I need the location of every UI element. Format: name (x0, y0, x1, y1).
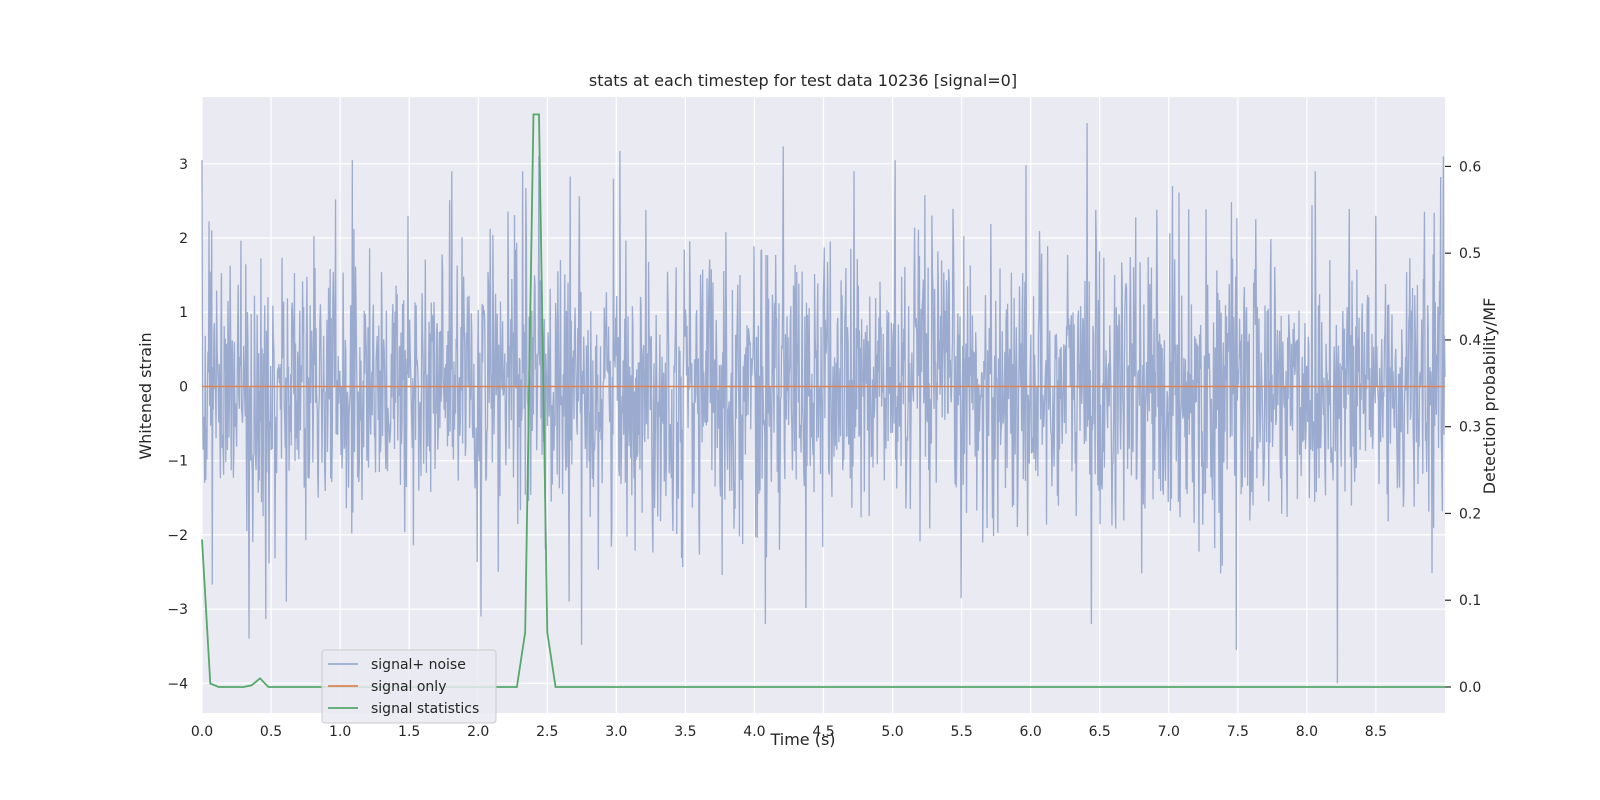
x-tick-label: 0.0 (191, 724, 213, 740)
x-tick-label: 5.0 (881, 724, 903, 740)
y-tick-label: −4 (167, 676, 188, 692)
x-tick-label: 4.0 (743, 724, 765, 740)
y2-tick-label: 0.3 (1459, 420, 1481, 436)
x-axis-label: Time (s) (769, 730, 835, 749)
legend-box (321, 649, 497, 724)
series-signal-noise (201, 122, 1446, 684)
y2-axis-ticks: 0.6 0.5 0.4 0.3 0.2 0.1 0.0 (1445, 159, 1481, 696)
y-axis-ticks: 3 2 1 0 −1 −2 −3 −4 (167, 157, 188, 693)
y-axis-label: Whitened strain (136, 332, 155, 459)
y2-tick-label: 0.5 (1459, 246, 1481, 262)
x-tick-label: 0.5 (260, 724, 282, 740)
x-tick-label: 8.5 (1365, 724, 1387, 740)
x-axis-ticks: 0.0 0.5 1.0 1.5 2.0 2.5 3.0 3.5 4.0 4.5 5.0 5.5 6.0 6… (191, 724, 1387, 740)
x-tick-label: 1.0 (329, 724, 351, 740)
y-tick-label: −3 (167, 602, 188, 618)
x-tick-label: 5.5 (950, 724, 972, 740)
signal-noise-line (201, 122, 1446, 684)
y2-tick-label: 0.2 (1459, 506, 1481, 522)
y2-axis-label: Detection probability/MF (1480, 298, 1499, 495)
legend-label-signal-noise: signal+ noise (371, 657, 466, 673)
x-tick-label: 7.0 (1158, 724, 1180, 740)
legend: signal+ noise signal only signal statist… (321, 649, 497, 724)
series-signal-statistics (201, 113, 1445, 688)
chart-title: stats at each timestep for test data 102… (589, 71, 1017, 90)
signal-statistics-line (201, 113, 1445, 688)
y-tick-label: 0 (179, 379, 188, 395)
y-tick-label: 2 (179, 231, 188, 247)
y-tick-label: −1 (167, 454, 188, 470)
x-tick-label: 4.5 (812, 724, 834, 740)
x-tick-label: 6.5 (1089, 724, 1111, 740)
y2-tick-label: 0.0 (1459, 680, 1481, 696)
x-tick-label: 2.5 (536, 724, 558, 740)
legend-label-signal-statistics: signal statistics (371, 701, 479, 717)
y-tick-label: 1 (179, 305, 188, 321)
x-tick-label: 2.0 (467, 724, 489, 740)
x-tick-label: 8.0 (1296, 724, 1318, 740)
y-tick-label: −2 (167, 528, 188, 544)
y-tick-label: 3 (179, 157, 188, 173)
y2-tick-label: 0.6 (1459, 159, 1481, 175)
x-tick-label: 6.0 (1020, 724, 1042, 740)
legend-label-signal-only: signal only (371, 679, 446, 695)
x-tick-label: 7.5 (1227, 724, 1249, 740)
y2-tick-label: 0.1 (1459, 593, 1481, 609)
y2-tick-label: 0.4 (1459, 333, 1481, 349)
x-tick-label: 3.0 (605, 724, 627, 740)
x-tick-label: 1.5 (398, 724, 420, 740)
x-tick-label: 3.5 (674, 724, 696, 740)
